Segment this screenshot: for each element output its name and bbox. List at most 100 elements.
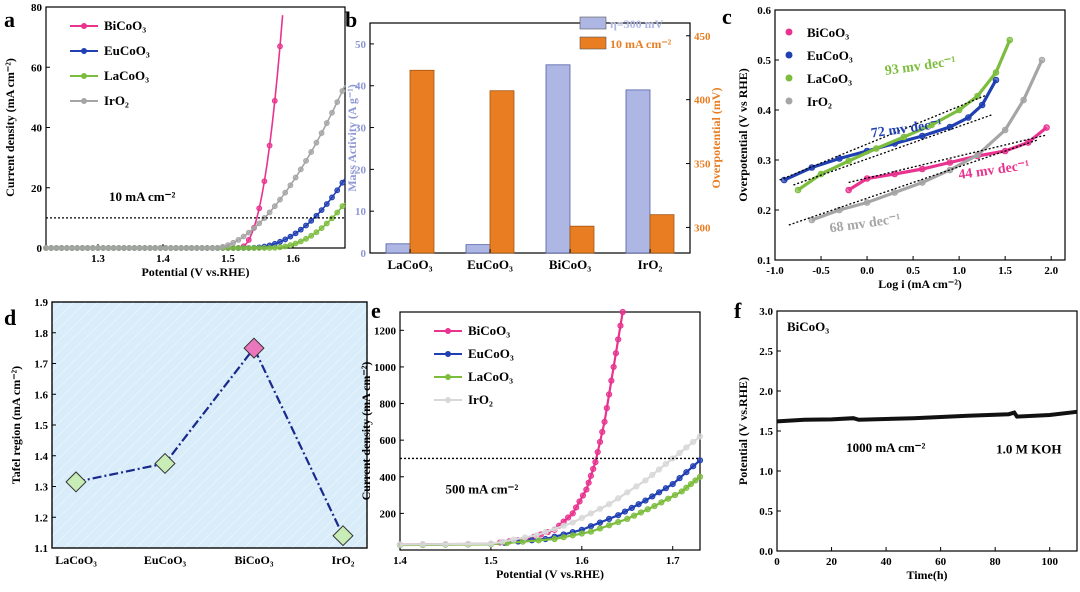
panel-d: 1.1 1.2 1.3 1.4 1.5 1.6 1.7 1.8 1.9 Tafel region … — [0, 297, 771, 567]
y-tick-label: 0.5 — [759, 506, 773, 518]
data-point — [696, 433, 704, 440]
data-point — [585, 479, 592, 486]
background-hatch — [0, 301, 231, 529]
legend-entry: LaCoO₃ — [807, 71, 852, 86]
data-point — [318, 130, 325, 136]
data-point — [615, 336, 622, 343]
tafel-fit-line — [793, 114, 992, 186]
y-tick-label-left: 40 — [355, 81, 367, 93]
background-hatch — [471, 301, 723, 549]
data-point — [872, 145, 880, 152]
x-tick-label: 1.4 — [156, 253, 170, 265]
data-point — [621, 508, 629, 515]
y-axis-label: Tafel region (mA cm⁻²) — [9, 366, 23, 484]
legend-entry: η=300 mV — [610, 17, 664, 31]
data-point — [261, 178, 268, 185]
y-axis-label: Overpotential (V vs RHE) — [736, 68, 750, 201]
data-point — [154, 452, 176, 475]
data-point — [287, 182, 294, 189]
data-point — [1043, 124, 1050, 131]
data-point — [308, 232, 315, 239]
y-tick-label: 80 — [31, 2, 43, 14]
legend-entry: IrO₂ — [807, 94, 832, 109]
data-point — [48, 245, 55, 251]
data-point — [251, 245, 257, 251]
data-point — [624, 489, 631, 496]
x-axis-label: Potential (V vs.RHE) — [141, 265, 249, 279]
data-point — [845, 157, 852, 165]
data-point — [308, 217, 315, 224]
data-point — [678, 488, 685, 495]
data-line — [75, 346, 344, 537]
data-point — [644, 506, 651, 513]
y-tick-label: 600 — [380, 435, 397, 447]
data-point — [131, 245, 138, 251]
data-point — [974, 151, 981, 159]
data-point — [919, 179, 926, 186]
data-point — [152, 245, 159, 251]
data-point — [560, 534, 567, 541]
data-point — [292, 174, 299, 181]
data-point — [590, 465, 597, 473]
background-hatch — [0, 301, 243, 541]
y-tick-label: 40 — [31, 123, 43, 135]
data-point — [633, 483, 640, 490]
data-point — [635, 501, 642, 508]
legend-entry: LaCoO₃ — [468, 369, 513, 384]
panel-b: LaCoO₃ EuCoO₃ BiCoO₃ IrO₂ 0 10 20 30 40 50 300 350 4… — [345, 16, 723, 272]
y-tick-label: 0.6 — [757, 5, 771, 17]
slope-label: 93 mv dec⁻¹ — [884, 54, 957, 79]
data-point — [605, 515, 613, 522]
x-tick-label: 1.5 — [221, 253, 235, 265]
data-point — [323, 120, 330, 126]
data-point — [292, 240, 299, 247]
y-tick-label-left: 20 — [355, 164, 367, 176]
data-point — [587, 510, 595, 517]
data-point — [235, 237, 242, 243]
category-label: EuCoO₃ — [467, 257, 513, 272]
category-label: EuCoO₃ — [144, 553, 187, 567]
data-point — [58, 245, 65, 251]
x-tick-label: 100 — [1041, 556, 1058, 568]
background-hatch — [327, 301, 579, 549]
data-point — [946, 159, 954, 166]
data-point — [605, 391, 613, 398]
data-point — [487, 540, 495, 547]
data-point — [303, 235, 309, 242]
data-point — [266, 209, 273, 216]
data-point — [261, 245, 268, 251]
data-point — [318, 207, 325, 214]
tafel-fit-line — [848, 134, 1047, 184]
data-point — [596, 505, 604, 512]
data-point — [578, 530, 585, 537]
plot-frame-b — [369, 22, 691, 254]
y-tick-label: 1.9 — [34, 297, 48, 309]
data-point — [900, 133, 908, 141]
data-point — [419, 541, 426, 548]
y-tick-label: 0.5 — [757, 55, 771, 67]
x-tick-label: 60 — [935, 556, 947, 568]
x-tick-label: 1.0 — [952, 265, 966, 277]
data-point — [271, 97, 278, 104]
data-point — [601, 418, 608, 425]
x-axis-label: Potential (V vs.RHE) — [496, 567, 604, 581]
data-point — [510, 536, 517, 543]
data-point — [256, 205, 263, 212]
x-tick-label: 1.7 — [666, 555, 680, 567]
data-point — [594, 448, 601, 456]
y-tick-label-left: 10 — [355, 206, 367, 218]
data-point — [167, 245, 174, 251]
data-point — [596, 519, 604, 526]
y-tick-label: 1.2 — [34, 512, 48, 524]
data-point — [266, 142, 273, 149]
y-axis-label-right: Overpotential (mV) — [709, 88, 723, 189]
background-hatch — [75, 301, 327, 549]
data-point — [271, 203, 278, 210]
data-point — [318, 225, 325, 232]
data-point — [84, 245, 91, 251]
data-point — [173, 245, 179, 251]
category-label: BiCoO₃ — [549, 257, 591, 272]
data-point — [183, 245, 190, 251]
background-hatch — [0, 301, 123, 423]
data-point — [615, 495, 622, 502]
